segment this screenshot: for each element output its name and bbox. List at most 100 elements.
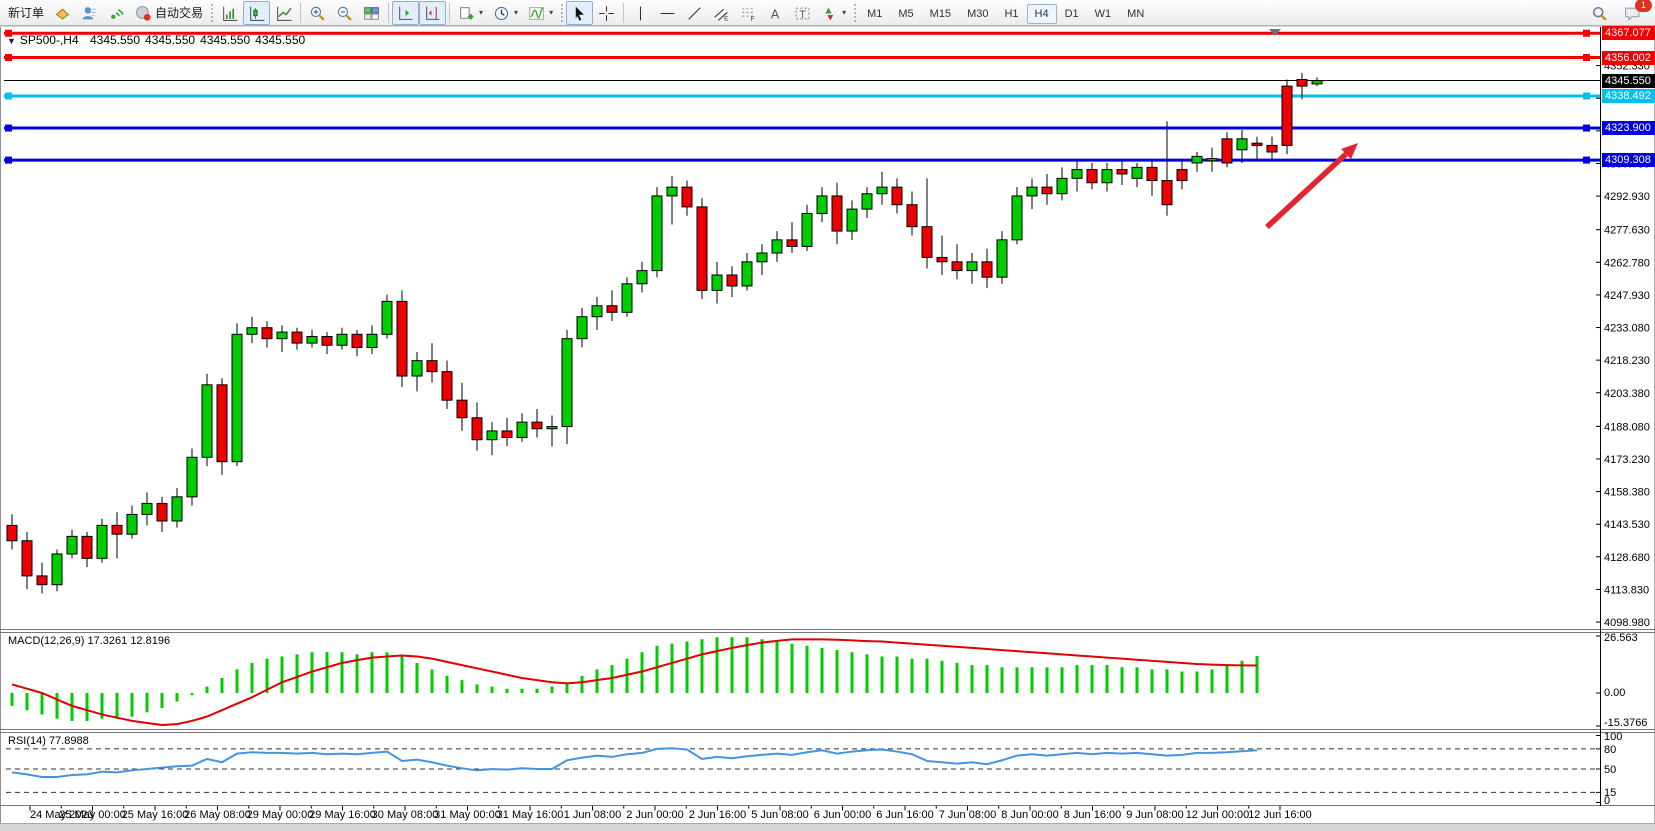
new-order-button[interactable]: 新订单 [3, 1, 49, 25]
arrows-tool-button[interactable]: ▾ [816, 1, 851, 25]
horizontal-line-tool-button[interactable] [654, 1, 681, 25]
chart-header[interactable]: ▼ SP500-,H4 4345.550 4345.550 4345.550 4345.… [7, 33, 310, 47]
price-line-label[interactable]: 4338.492 [1602, 89, 1655, 103]
timeframe-button-mn[interactable]: MN [1127, 7, 1145, 20]
timeframe-button-m30[interactable]: M30 [967, 7, 989, 20]
auto-scroll-button[interactable] [392, 0, 420, 25]
price-line-label[interactable]: 4323.900 [1602, 121, 1655, 136]
chevron-down-icon: ▾ [514, 8, 519, 17]
signals-button[interactable] [103, 1, 130, 25]
chart-shift-marker [1269, 29, 1281, 36]
text-tool-button[interactable]: A [762, 1, 789, 25]
line-end-marker [5, 92, 12, 100]
macd-signal-line [11, 638, 1258, 726]
window-bottom-edge [0, 824, 1655, 831]
new-chart-button[interactable]: ▾ [453, 1, 488, 25]
price-axis-tick: 4262.780 [1604, 257, 1650, 269]
price-axis-tick: 4203.380 [1604, 388, 1650, 400]
line-end-marker [5, 29, 12, 37]
crosshair-icon [598, 5, 615, 21]
zoom-out-button[interactable] [331, 1, 358, 25]
notification-count-badge: 1 [1635, 0, 1652, 12]
toolbar: 新订单 自动交易 ▾ ▾ ▾ E F A T ▾ M1 M5 M15 M30 H1 H4 D… [0, 0, 1655, 26]
symbol-expander-icon[interactable]: ▼ [7, 36, 16, 46]
price-line-label[interactable]: 4356.002 [1602, 50, 1655, 65]
svg-text:A: A [771, 6, 780, 21]
toolbar-grip [211, 3, 214, 22]
trendline-icon [686, 5, 703, 21]
timeframe-button-m1[interactable]: M1 [867, 7, 883, 20]
vertical-line-tool-button[interactable] [627, 1, 654, 25]
rsi-value: 77.8988 [48, 735, 89, 747]
bar-chart-button[interactable] [216, 1, 243, 25]
community-button[interactable] [76, 1, 103, 25]
time-axis-label: 2 Jun 00:00 [626, 809, 684, 821]
text-label-tool-button[interactable]: T [789, 1, 816, 25]
indicators-button[interactable]: ▾ [523, 1, 558, 25]
clock-icon [493, 5, 510, 21]
channel-tool-button[interactable]: E [708, 1, 735, 25]
price-axis-tick: 4158.380 [1604, 487, 1650, 499]
time-axis-label: 30 May 08:00 [372, 809, 439, 821]
crosshair-tool-button[interactable] [593, 1, 620, 25]
price-line-label[interactable]: 4367.077 [1602, 26, 1655, 41]
search-icon [1591, 5, 1608, 21]
market-button[interactable] [49, 1, 76, 25]
macd-scale-tick: 26.563 [1604, 632, 1638, 644]
rsi-scale-tick: 100 [1604, 731, 1622, 743]
line-end-marker [5, 124, 12, 132]
fibonacci-icon: F [740, 5, 757, 22]
shapes-arrows-icon [821, 5, 838, 21]
toolbar-separator [388, 2, 390, 23]
time-axis-label: 9 Jun 08:00 [1126, 809, 1184, 821]
timeframe-button-m5[interactable]: M5 [898, 7, 914, 20]
indicators-icon [528, 5, 545, 21]
fibonacci-tool-button[interactable]: F [735, 1, 762, 25]
timeframe-button-m15[interactable]: M15 [929, 7, 952, 20]
autotrading-label: 自动交易 [155, 6, 204, 20]
line-end-marker [1583, 54, 1590, 62]
chart-background [0, 27, 1655, 824]
toolbar-right-group: 1 [1586, 0, 1652, 25]
tile-windows-icon [363, 5, 380, 21]
toolbar-grip [561, 3, 564, 22]
zoom-in-icon [309, 5, 326, 21]
periods-button[interactable]: ▾ [488, 1, 523, 25]
time-axis-label: 12 Jun 16:00 [1248, 809, 1312, 821]
timeframe-button-h4[interactable]: H4 [1026, 3, 1057, 24]
trendline-tool-button[interactable] [681, 1, 708, 25]
price-line-label[interactable]: 4309.308 [1602, 153, 1655, 168]
timeframe-button-w1[interactable]: W1 [1094, 7, 1112, 20]
cursor-icon [571, 5, 588, 21]
chevron-down-icon: ▾ [842, 8, 847, 17]
search-button[interactable] [1586, 1, 1613, 25]
candlesticks [6, 72, 1323, 594]
new-chart-icon [458, 5, 475, 21]
toolbar-separator [623, 2, 625, 23]
zoom-in-button[interactable] [304, 1, 331, 25]
time-axis-label: 31 May 16:00 [497, 809, 564, 821]
line-end-marker [1583, 29, 1590, 37]
price-axis-tick: 4218.230 [1604, 355, 1650, 367]
notifications-button[interactable]: 1 [1619, 0, 1652, 25]
candlestick-chart-button[interactable] [243, 0, 271, 25]
tile-windows-button[interactable] [358, 1, 385, 25]
macd-scale-tick: 0.00 [1604, 687, 1625, 699]
macd-indicator-label: MACD(12,26,9) 17.3261 12.8196 [8, 635, 170, 647]
price-axis-tick: 4292.930 [1604, 191, 1650, 203]
signals-icon [108, 5, 125, 21]
chart-shift-button[interactable] [419, 0, 447, 25]
community-person-icon [81, 5, 98, 21]
time-axis-label: 8 Jun 00:00 [1001, 809, 1059, 821]
autotrading-button[interactable]: 自动交易 [130, 1, 208, 25]
chevron-down-icon: ▾ [549, 8, 554, 17]
timeframe-button-h1[interactable]: H1 [1004, 7, 1019, 20]
cursor-tool-button[interactable] [566, 0, 594, 25]
price-axis-tick: 4188.080 [1604, 421, 1650, 433]
timeframe-button-d1[interactable]: D1 [1064, 7, 1079, 20]
chart-symbol-period: SP500-,H4 [19, 33, 79, 47]
line-end-marker [1583, 156, 1590, 164]
line-chart-button[interactable] [270, 1, 297, 25]
